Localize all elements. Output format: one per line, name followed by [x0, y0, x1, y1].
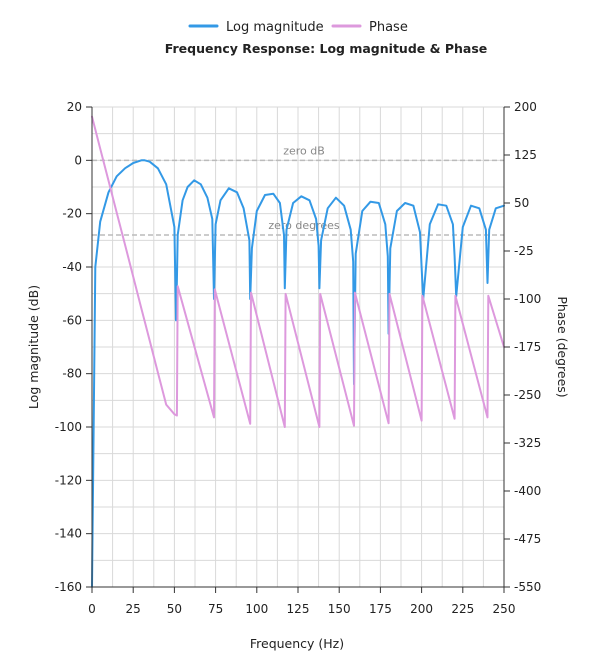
x-tick-label: 175 — [369, 602, 392, 616]
x-axis-title: Frequency (Hz) — [250, 636, 344, 651]
y-left-tick-label: -60 — [62, 313, 82, 327]
y-right-tick-label: -325 — [514, 436, 541, 450]
y-right-tick-label: -550 — [514, 580, 541, 594]
x-tick-label: 125 — [287, 602, 310, 616]
gridlines — [91, 106, 505, 588]
reference-line-label: zero degrees — [268, 219, 340, 232]
reference-line-label: zero dB — [283, 144, 325, 157]
y-right-tick-label: -250 — [514, 388, 541, 402]
x-tick-label: 225 — [451, 602, 474, 616]
series-line-phase — [91, 115, 505, 428]
x-tick-label: 150 — [328, 602, 351, 616]
y-right-axis-title: Phase (degrees) — [555, 296, 570, 397]
y-left-tick-label: -160 — [55, 580, 82, 594]
legend-label-phase: Phase — [369, 20, 408, 35]
y-left-tick-label: -80 — [62, 367, 82, 381]
tick-labels: 0 25 50 75 100 125 150 175 200 225 250200-20-40-60… — [55, 100, 541, 616]
legend-label-magnitude: Log magnitude — [226, 20, 324, 35]
y-right-tick-label: -25 — [514, 244, 534, 258]
axes — [86, 106, 510, 593]
x-tick-label: 100 — [245, 602, 268, 616]
x-tick-label: 200 — [410, 602, 433, 616]
x-tick-label: 250 — [493, 602, 516, 616]
plot-area — [91, 115, 505, 588]
x-tick-label: 25 — [126, 602, 141, 616]
y-left-tick-label: -140 — [55, 527, 82, 541]
y-left-tick-label: -120 — [55, 473, 82, 487]
x-tick-label: 0 — [88, 602, 96, 616]
y-left-tick-label: -40 — [62, 260, 82, 274]
y-right-tick-label: 200 — [514, 100, 537, 114]
y-left-tick-label: 0 — [74, 153, 82, 167]
y-right-tick-label: -100 — [514, 292, 541, 306]
series-line-magnitude — [91, 159, 505, 588]
y-left-tick-label: -100 — [55, 420, 82, 434]
y-left-tick-label: 20 — [67, 100, 82, 114]
x-tick-label: 75 — [208, 602, 223, 616]
y-right-tick-label: -475 — [514, 532, 541, 546]
x-tick-label: 50 — [167, 602, 182, 616]
y-right-tick-label: -400 — [514, 484, 541, 498]
y-left-axis-title: Log magnitude (dB) — [26, 285, 41, 409]
chart-title: Frequency Response: Log magnitude & Phas… — [165, 41, 488, 56]
y-left-tick-label: -20 — [62, 207, 82, 221]
y-right-tick-label: 50 — [514, 196, 529, 210]
y-right-tick-label: -175 — [514, 340, 541, 354]
y-right-tick-label: 125 — [514, 148, 537, 162]
legend[interactable]: Log magnitude Phase — [188, 20, 408, 35]
